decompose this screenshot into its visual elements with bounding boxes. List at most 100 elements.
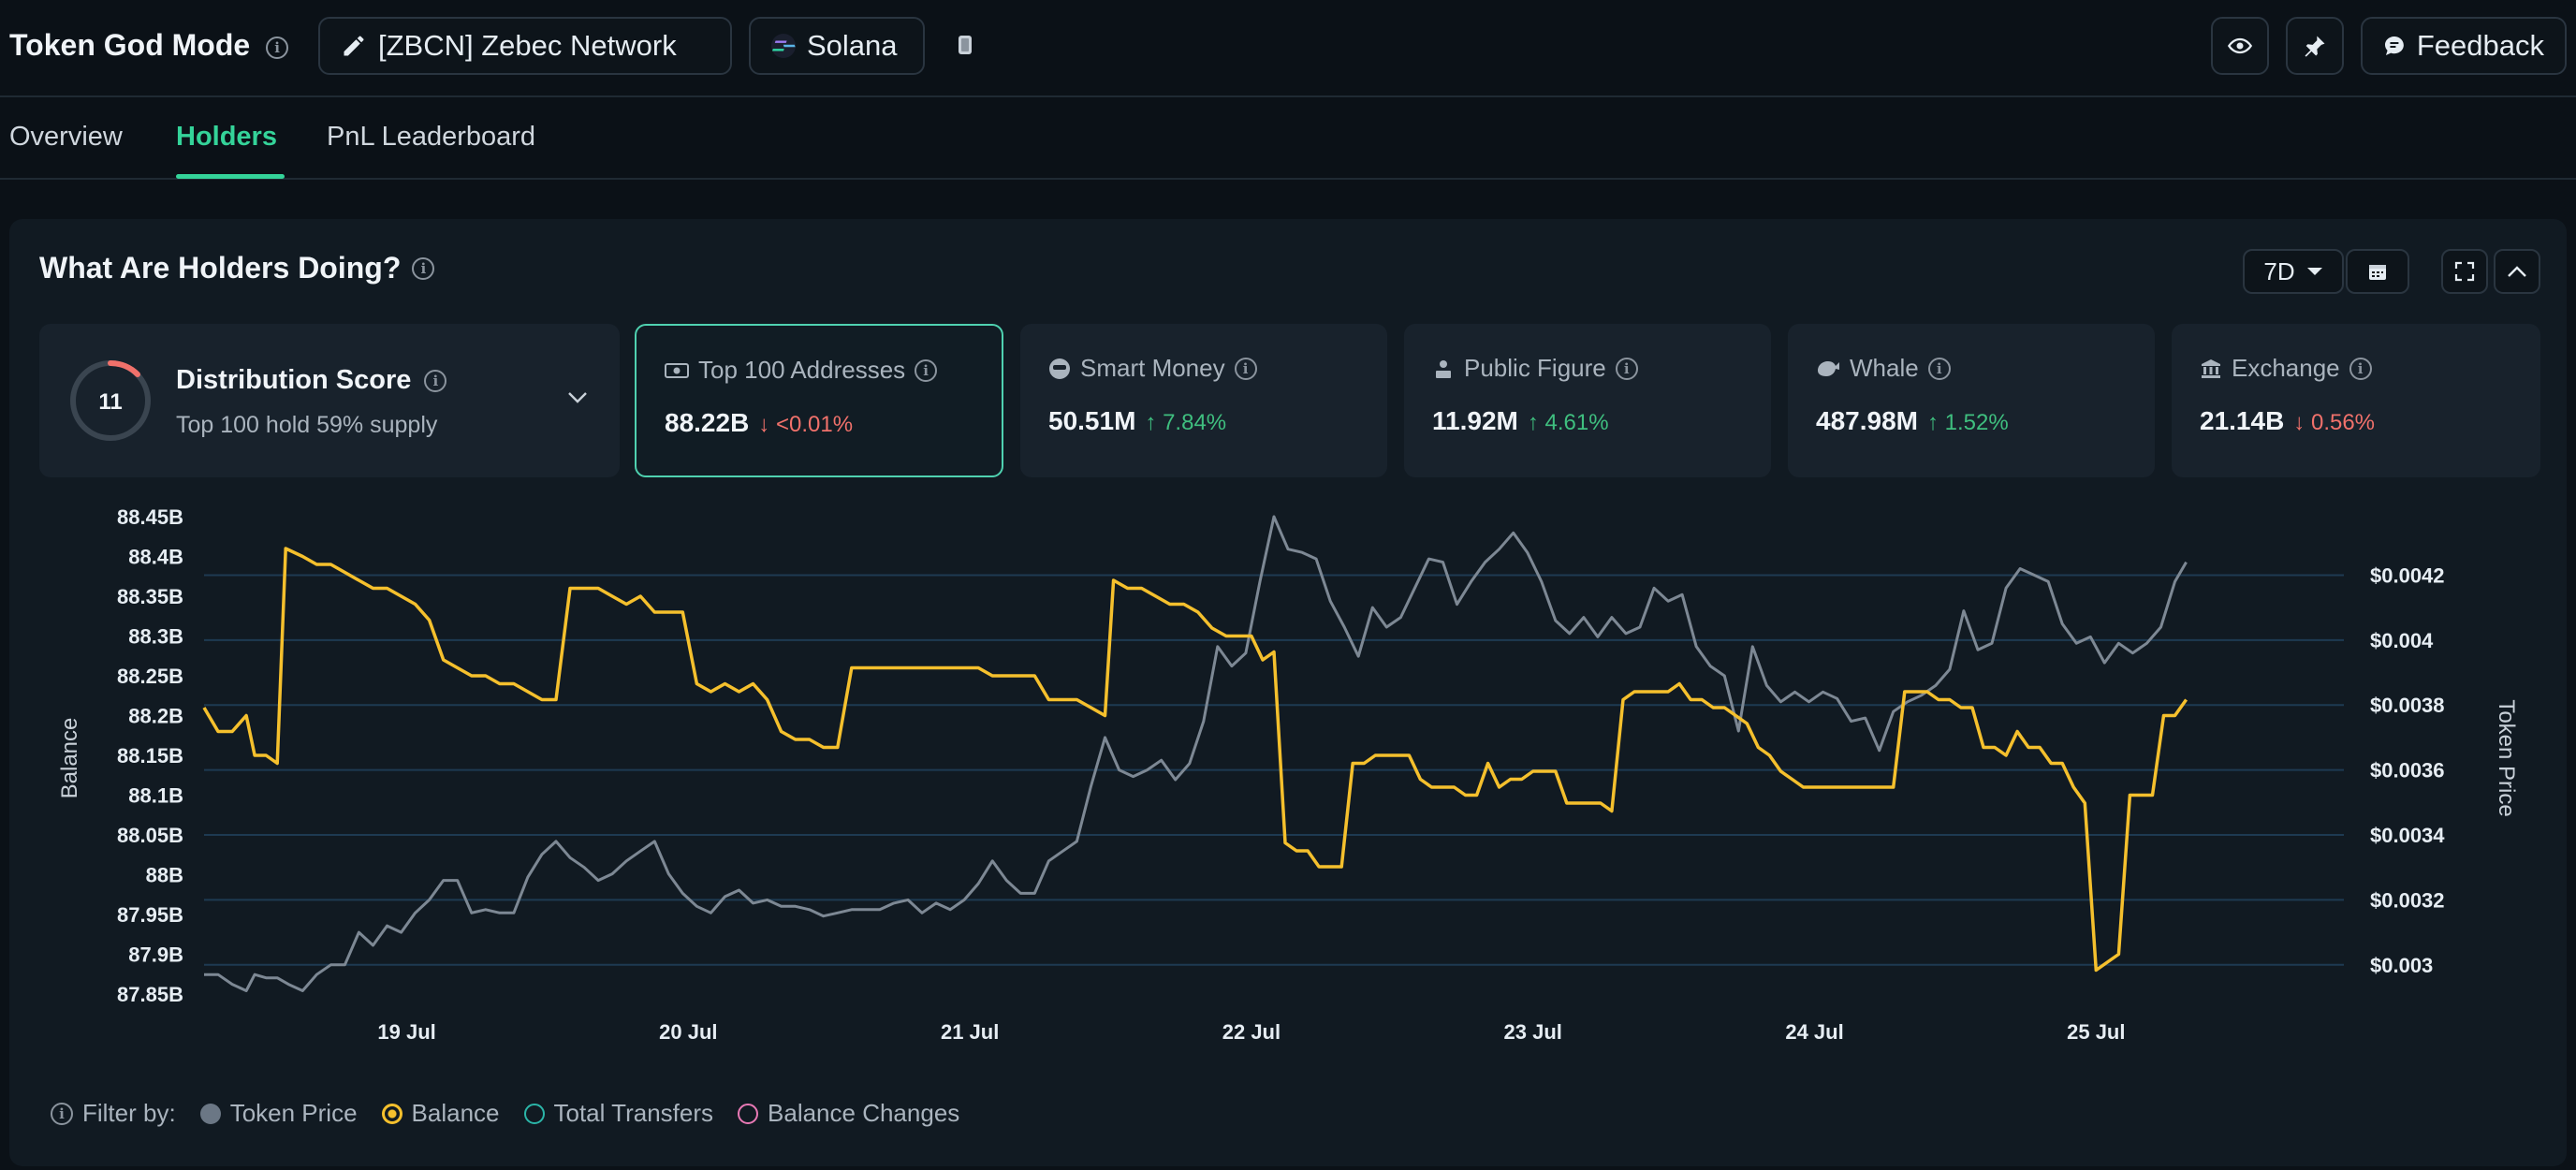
legend-dot [381, 1103, 402, 1124]
holders-chart[interactable]: 88.45B 88.4B 88.35B 88.3B 88.25B 88.2B 88.15B 8… [9, 500, 2567, 1090]
eye-icon [2227, 37, 2253, 54]
legend-dot [738, 1103, 759, 1124]
tab-holders[interactable]: Holders [176, 122, 277, 152]
x-tick-label: 25 Jul [2067, 1020, 2125, 1044]
podium-icon [1436, 359, 1451, 378]
exchange-card[interactable]: Exchange i 21.14B ↓ 0.56% [2172, 324, 2540, 477]
chain-selector-button[interactable]: Solana [749, 17, 925, 75]
card-value-row: 487.98M ↑ 1.52% [1816, 406, 2009, 436]
card-label-row: Public Figure i [1432, 354, 1638, 383]
x-tick-label: 21 Jul [941, 1020, 999, 1044]
expand-icon [2454, 261, 2475, 282]
chart-legend: i Filter by: Token Price Balance Total T… [51, 1099, 959, 1128]
legend-label: Balance [411, 1099, 500, 1127]
timeframe-dropdown[interactable]: 7D [2243, 249, 2344, 294]
info-icon[interactable]: i [1927, 357, 1951, 380]
change-value: 1.52% [1944, 410, 2009, 435]
tab-bar: Overview Holders PnL Leaderboard [0, 97, 2576, 180]
tab-pnl-leaderboard[interactable]: PnL Leaderboard [327, 122, 536, 152]
y-tick-label: 88B [146, 864, 183, 887]
feedback-button[interactable]: Feedback [2361, 17, 2567, 75]
public-figure-card[interactable]: Public Figure i 11.92M ↑ 4.61% [1404, 324, 1771, 477]
card-value-row: 21.14B ↓ 0.56% [2200, 406, 2375, 436]
date-picker-button[interactable] [2346, 249, 2409, 294]
card-value-row: 88.22B ↓ <0.01% [665, 408, 853, 438]
legend-item-balance-changes[interactable]: Balance Changes [738, 1099, 959, 1128]
card-label: Top 100 Addresses [698, 356, 906, 384]
chain-name: Solana [807, 29, 898, 62]
card-value-row: 50.51M ↑ 7.84% [1048, 406, 1226, 436]
y-right-tick-label: $0.0036 [2370, 759, 2445, 782]
info-icon[interactable]: i [1615, 357, 1638, 380]
money-icon [665, 362, 689, 378]
info-icon[interactable]: i [915, 358, 938, 382]
info-icon[interactable]: i [266, 36, 289, 59]
y-right-tick-label: $0.004 [2370, 629, 2434, 652]
info-icon[interactable]: i [2349, 357, 2372, 380]
bank-icon [2202, 358, 2220, 378]
sunglasses-icon [1049, 358, 1070, 379]
info-icon[interactable]: i [1234, 357, 1257, 380]
distribution-score-card[interactable]: 11 Distribution Score i Top 100 hold 59%… [39, 324, 620, 477]
pin-icon [2305, 36, 2325, 57]
app-title-text: Token God Mode [9, 28, 251, 62]
arrow-up-icon: ↑ [1527, 410, 1539, 435]
info-icon[interactable]: i [51, 1102, 73, 1125]
app-title: Token God Mode i [9, 28, 289, 63]
feedback-label: Feedback [2416, 29, 2544, 62]
legend-dot [199, 1103, 221, 1124]
active-tab-indicator [176, 174, 285, 179]
distribution-score-title-row: Distribution Score i [176, 365, 447, 396]
y-tick-label: 88.15B [117, 744, 183, 768]
change-badge: ↑ 4.61% [1528, 410, 1609, 436]
info-icon[interactable]: i [412, 256, 435, 280]
token-price-series-line [204, 515, 2188, 992]
legend-item-token-price[interactable]: Token Price [199, 1099, 358, 1128]
card-label-row: Exchange i [2200, 354, 2372, 383]
card-label-row: Smart Money i [1048, 354, 1257, 383]
top-100-addresses-card[interactable]: Top 100 Addresses i 88.22B ↓ <0.01% [635, 324, 1003, 477]
distribution-score-subtitle: Top 100 hold 59% supply [176, 412, 438, 438]
score-gauge: 11 [70, 359, 151, 441]
arrow-up-icon: ↑ [1926, 410, 1939, 435]
filter-prefix: Filter by: [82, 1099, 176, 1127]
fullscreen-button[interactable] [2441, 249, 2488, 294]
card-value: 50.51M [1048, 406, 1136, 435]
balance-series-line [202, 547, 2188, 973]
y-tick-label: 87.9B [128, 943, 183, 967]
card-value-row: 11.92M ↑ 4.61% [1432, 406, 1609, 436]
smart-money-card[interactable]: Smart Money i 50.51M ↑ 7.84% [1020, 324, 1387, 477]
solana-icon [771, 34, 796, 58]
legend-item-total-transfers[interactable]: Total Transfers [523, 1099, 713, 1128]
change-badge: ↓ 0.56% [2293, 410, 2375, 436]
card-label: Whale [1850, 354, 1919, 382]
chevron-down-icon[interactable] [567, 391, 588, 404]
change-value: <0.01% [775, 412, 854, 437]
copy-icon[interactable] [953, 32, 977, 60]
watch-button[interactable] [2211, 17, 2269, 75]
change-value: 0.56% [2310, 410, 2376, 435]
top-bar: Token God Mode i [ZBCN] Zebec Network So… [0, 0, 2576, 97]
card-value: 487.98M [1816, 406, 1918, 435]
legend-dot [523, 1103, 545, 1124]
card-label-row: Top 100 Addresses i [665, 356, 938, 385]
token-selector-button[interactable]: [ZBCN] Zebec Network [318, 17, 732, 75]
legend-item-balance[interactable]: Balance [381, 1099, 500, 1128]
y-tick-label: 88.4B [128, 546, 183, 569]
x-tick-label: 20 Jul [659, 1020, 717, 1044]
whale-card[interactable]: Whale i 487.98M ↑ 1.52% [1788, 324, 2155, 477]
change-badge: ↓ <0.01% [758, 412, 853, 438]
pin-button[interactable] [2286, 17, 2344, 75]
y-tick-label: 88.05B [117, 824, 183, 847]
tab-overview[interactable]: Overview [9, 122, 123, 152]
collapse-button[interactable] [2494, 249, 2540, 294]
legend-label: Token Price [229, 1099, 358, 1127]
panel-title-text: What Are Holders Doing? [39, 251, 402, 285]
y-tick-label: 87.95B [117, 903, 183, 927]
card-label: Exchange [2232, 354, 2340, 382]
info-icon[interactable]: i [424, 369, 447, 392]
panel-title: What Are Holders Doing? i [39, 251, 435, 285]
calendar-icon [2369, 265, 2386, 280]
distribution-score-value: 11 [98, 389, 122, 415]
whale-icon [1818, 360, 1839, 376]
